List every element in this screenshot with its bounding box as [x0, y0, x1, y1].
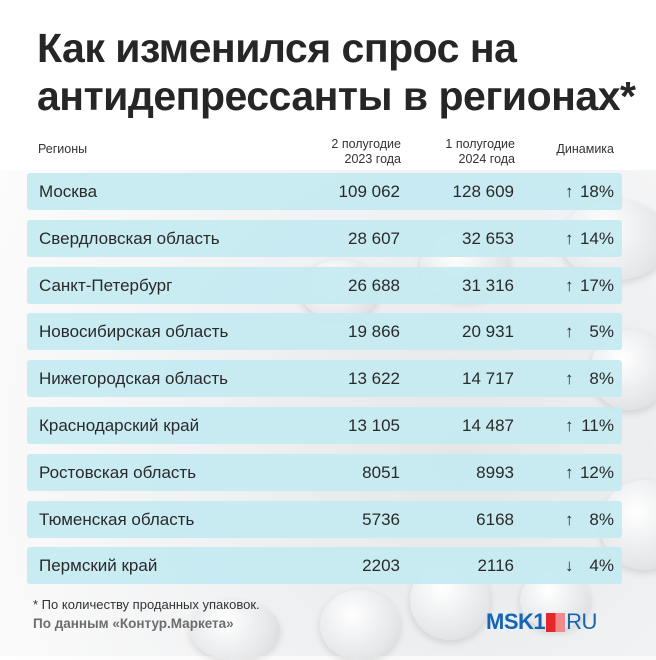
- dynamics-cell: 11%: [581, 416, 614, 435]
- table-row: Тюменская область 5736 6168 ↑ 8%: [27, 500, 622, 538]
- header-h1-2024: 1 полугодие 2024 года: [445, 137, 515, 166]
- arrow-up-icon: ↑: [565, 275, 574, 295]
- region-cell: Тюменская область: [39, 509, 195, 529]
- table-row: Нижегородская область 13 622 14 717 ↑ 8%: [27, 360, 622, 398]
- value-2024-cell: 32 653: [462, 228, 514, 248]
- table-row: Ростовская область 8051 8993 ↑ 12%: [27, 453, 622, 491]
- value-2024-cell: 14 487: [462, 416, 514, 435]
- logo-left: MSK1: [486, 609, 546, 634]
- header-regions: Регионы: [38, 142, 88, 156]
- page-title: Как изменился спрос на антидепрессанты в…: [37, 25, 636, 119]
- table-row: Новосибирская область 19 866 20 931 ↑ 5%: [27, 313, 622, 351]
- region-cell: Краснодарский край: [39, 416, 200, 435]
- table-row: Краснодарский край 13 105 14 487 ↑ 11%: [27, 407, 622, 444]
- dynamics-cell: 8%: [589, 369, 614, 389]
- header-dynamics: Динамика: [556, 142, 614, 156]
- logo-right: RU: [566, 609, 597, 634]
- value-2024-cell: 20 931: [462, 322, 514, 342]
- table-row: Пермский край 2203 2116 ↓ 4%: [27, 547, 622, 585]
- arrow-up-icon: ↑: [565, 182, 574, 201]
- region-cell: Санкт-Петербург: [39, 275, 173, 295]
- table-row: Свердловская область 28 607 32 653 ↑ 14%: [27, 219, 622, 257]
- value-2023-cell: 28 607: [348, 228, 400, 248]
- arrow-up-icon: ↑: [565, 322, 574, 342]
- value-2024-cell: 128 609: [452, 182, 514, 201]
- value-2024-cell: 31 316: [462, 275, 514, 295]
- value-2023-cell: 5736: [362, 509, 400, 529]
- dynamics-cell: 4%: [589, 556, 614, 576]
- dynamics-cell: 12%: [579, 462, 614, 482]
- value-2023-cell: 13 622: [348, 369, 400, 389]
- value-2023-cell: 13 105: [348, 416, 400, 435]
- footnote: * По количеству проданных упаковок.: [33, 597, 260, 612]
- header-background: [0, 0, 656, 170]
- value-2024-cell: 14 717: [462, 369, 514, 389]
- dynamics-cell: 18%: [579, 182, 614, 201]
- arrow-up-icon: ↑: [565, 462, 574, 482]
- msk1-logo: MSK1 RU: [486, 609, 597, 635]
- value-2023-cell: 26 688: [348, 275, 400, 295]
- table-row: Санкт-Петербург 26 688 31 316 ↑ 17%: [27, 266, 622, 304]
- dynamics-cell: 8%: [589, 509, 614, 529]
- value-2024-cell: 6168: [476, 509, 514, 529]
- region-cell: Свердловская область: [39, 228, 220, 248]
- value-2023-cell: 19 866: [348, 322, 400, 342]
- value-2023-cell: 8051: [362, 462, 400, 482]
- dynamics-cell: 17%: [579, 275, 614, 295]
- value-2023-cell: 2203: [362, 556, 400, 576]
- arrow-up-icon: ↑: [565, 369, 574, 389]
- region-cell: Москва: [39, 182, 98, 201]
- logo-square-icon: [546, 612, 566, 632]
- table-row: Москва 109 062 128 609 ↑ 18%: [27, 173, 622, 210]
- dynamics-cell: 5%: [589, 322, 614, 342]
- region-cell: Новосибирская область: [39, 322, 229, 342]
- arrow-up-icon: ↑: [565, 228, 574, 248]
- source: По данным «Контур.Маркета»: [33, 616, 234, 631]
- arrow-up-icon: ↑: [565, 509, 574, 529]
- value-2024-cell: 8993: [476, 462, 514, 482]
- arrow-down-icon: ↓: [565, 556, 574, 576]
- region-cell: Нижегородская область: [39, 369, 228, 389]
- header-h2-2023: 2 полугодие 2023 года: [331, 137, 401, 166]
- region-cell: Ростовская область: [39, 462, 197, 482]
- value-2024-cell: 2116: [477, 556, 514, 576]
- arrow-up-icon: ↑: [565, 416, 574, 435]
- region-cell: Пермский край: [39, 556, 158, 576]
- value-2023-cell: 109 062: [338, 182, 400, 201]
- dynamics-cell: 14%: [579, 228, 614, 248]
